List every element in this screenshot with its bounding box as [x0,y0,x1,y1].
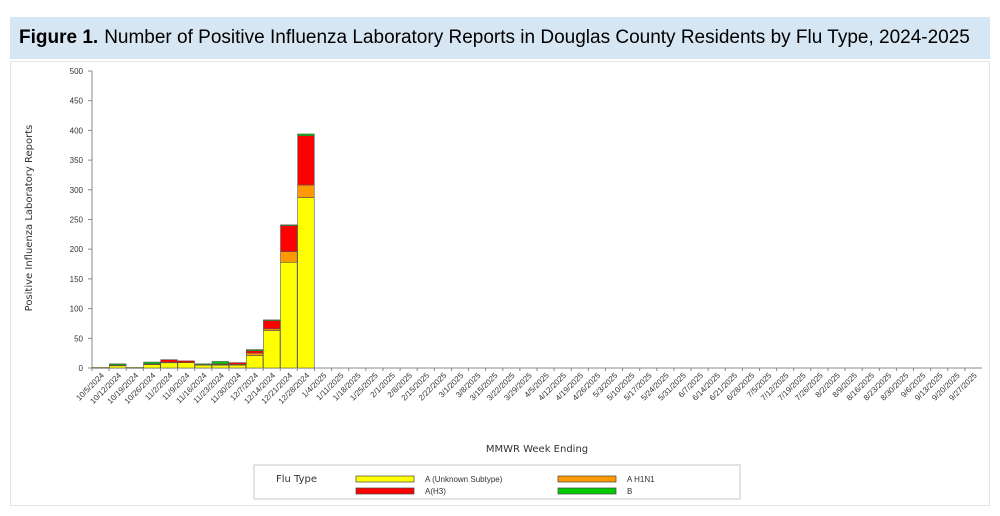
legend-box [253,464,741,500]
bar-segment [245,355,264,369]
bar-segment [245,350,264,354]
bar-segment [297,197,315,369]
bar-segment [160,362,178,369]
bar-segment [177,360,195,363]
bar-segment [194,363,212,365]
y-tick-label: 150 [70,275,84,284]
y-tick-label: 350 [70,156,84,165]
bar-segment [297,184,315,198]
y-axis-title: Positive Influenza Laboratory Reports [24,125,35,312]
bar-segment [143,364,161,369]
bar-segment [263,320,281,330]
x-axis-title: MMWR Week Ending [486,444,588,455]
bar-segment [228,362,247,365]
bar-segment [280,224,298,226]
bar-segment [297,135,315,186]
legend-label: B [627,487,632,496]
bar-segment [263,330,281,369]
legend-label: A H1N1 [627,475,655,484]
y-tick-label: 200 [70,245,84,254]
figure-title-bar: Figure 1. Number of Positive Influenza L… [10,17,990,59]
bar-segment [160,359,178,363]
y-tick-label: 250 [70,216,84,225]
y-tick-label: 50 [74,334,83,343]
figure-number: Figure 1. [19,27,99,48]
y-tick-label: 450 [70,97,84,106]
legend-label: A (Unknown Subtype) [425,475,503,484]
bar-segment [245,349,264,352]
y-tick-label: 400 [70,126,84,135]
legend-title: Flu Type [276,474,317,485]
legend-swatch [557,475,617,483]
bar-segment [297,133,315,137]
bar-segment [91,367,110,369]
bar-segment [177,362,195,369]
bar-segment [280,251,298,263]
bar-segment [109,363,127,366]
legend: Flu Type A (Unknown Subtype) A H1N1 A(H3) B [253,464,741,500]
chart-frame [10,61,990,506]
legend-label: A(H3) [425,487,446,496]
bar-segment [126,367,144,369]
legend-swatch [355,475,415,483]
bar-segment [263,319,281,321]
bar-segment [280,261,298,369]
bar-segment [280,225,298,252]
y-tick-label: 0 [79,364,84,373]
legend-swatch [557,487,617,495]
bar-segment [245,352,264,356]
bar-segment [211,361,229,365]
bar-segment [143,361,161,365]
y-tick-label: 500 [70,67,84,76]
plot-area: 05010015020025030035040045050010/5/20241… [70,67,982,406]
y-tick-label: 100 [70,305,84,314]
legend-swatch [355,487,415,495]
figure-title: Number of Positive Influenza Laboratory … [104,27,970,48]
y-tick-label: 300 [70,186,84,195]
